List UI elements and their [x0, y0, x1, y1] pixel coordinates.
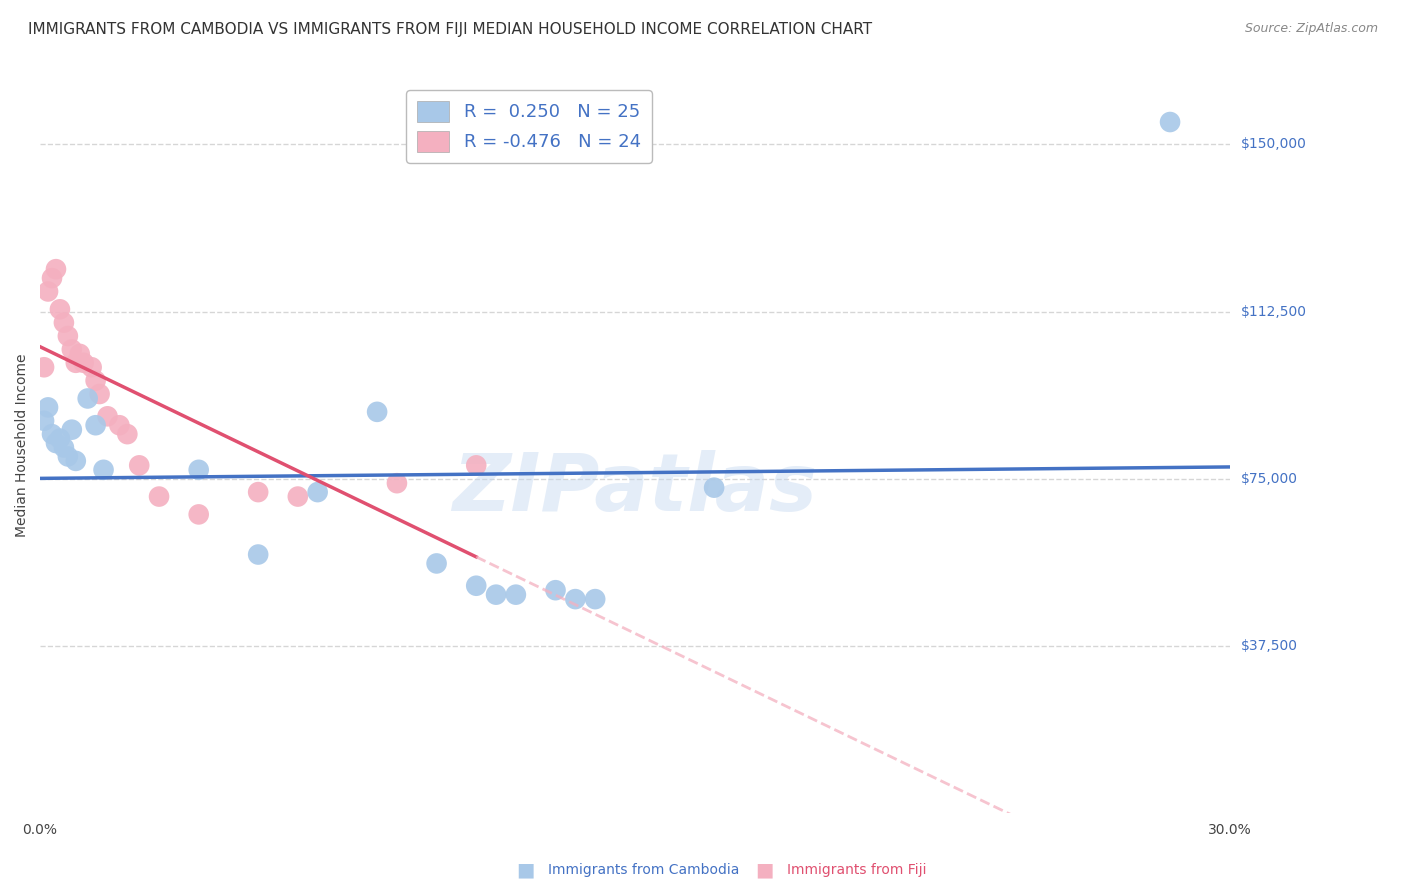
Point [80, 360, 103, 375]
Point [84, 374, 107, 388]
Text: $75,000: $75,000 [1240, 472, 1298, 486]
Text: $150,000: $150,000 [1240, 137, 1306, 152]
Point [49, 432, 72, 446]
Point [187, 508, 209, 522]
Text: IMMIGRANTS FROM CAMBODIA VS IMMIGRANTS FROM FIJI MEDIAN HOUSEHOLD INCOME CORRELA: IMMIGRANTS FROM CAMBODIA VS IMMIGRANTS F… [28, 22, 872, 37]
Point [45, 262, 67, 277]
Point [544, 583, 567, 598]
Point [69, 347, 91, 361]
Point [148, 490, 170, 504]
Text: Source: ZipAtlas.com: Source: ZipAtlas.com [1244, 22, 1378, 36]
Point [505, 588, 527, 602]
Point [247, 548, 270, 562]
Point [41, 427, 63, 442]
Text: Immigrants from Cambodia: Immigrants from Cambodia [548, 863, 740, 877]
Point [247, 485, 270, 500]
Text: $112,500: $112,500 [1240, 304, 1306, 318]
Point [426, 557, 449, 571]
Point [49, 302, 72, 317]
Point [52, 316, 75, 330]
Legend: R =  0.250   N = 25, R = -0.476   N = 24: R = 0.250 N = 25, R = -0.476 N = 24 [406, 90, 652, 162]
Point [32, 360, 55, 375]
Point [37, 285, 59, 299]
Point [287, 490, 309, 504]
Point [52, 441, 75, 455]
Y-axis label: Median Household Income: Median Household Income [15, 353, 30, 537]
Text: ZIPatlas: ZIPatlas [453, 450, 817, 528]
Point [485, 588, 508, 602]
Point [1159, 115, 1181, 129]
Point [45, 436, 67, 450]
Point [465, 579, 488, 593]
Point [65, 454, 87, 468]
Point [37, 401, 59, 415]
Point [108, 418, 131, 433]
Point [465, 458, 488, 473]
Point [564, 592, 586, 607]
Point [307, 485, 329, 500]
Point [117, 427, 139, 442]
Point [385, 476, 408, 491]
Text: Immigrants from Fiji: Immigrants from Fiji [787, 863, 927, 877]
Point [76, 392, 98, 406]
Point [84, 418, 107, 433]
Point [89, 387, 111, 401]
Point [41, 271, 63, 285]
Text: ■: ■ [755, 860, 773, 880]
Point [93, 463, 115, 477]
Point [128, 458, 150, 473]
Point [65, 356, 87, 370]
Point [703, 481, 725, 495]
Point [96, 409, 118, 424]
Point [32, 414, 55, 428]
Point [187, 463, 209, 477]
Point [60, 343, 83, 357]
Point [56, 329, 79, 343]
Point [73, 356, 96, 370]
Text: $37,500: $37,500 [1240, 639, 1298, 653]
Point [60, 423, 83, 437]
Point [366, 405, 388, 419]
Point [56, 450, 79, 464]
Text: ■: ■ [516, 860, 534, 880]
Point [583, 592, 606, 607]
